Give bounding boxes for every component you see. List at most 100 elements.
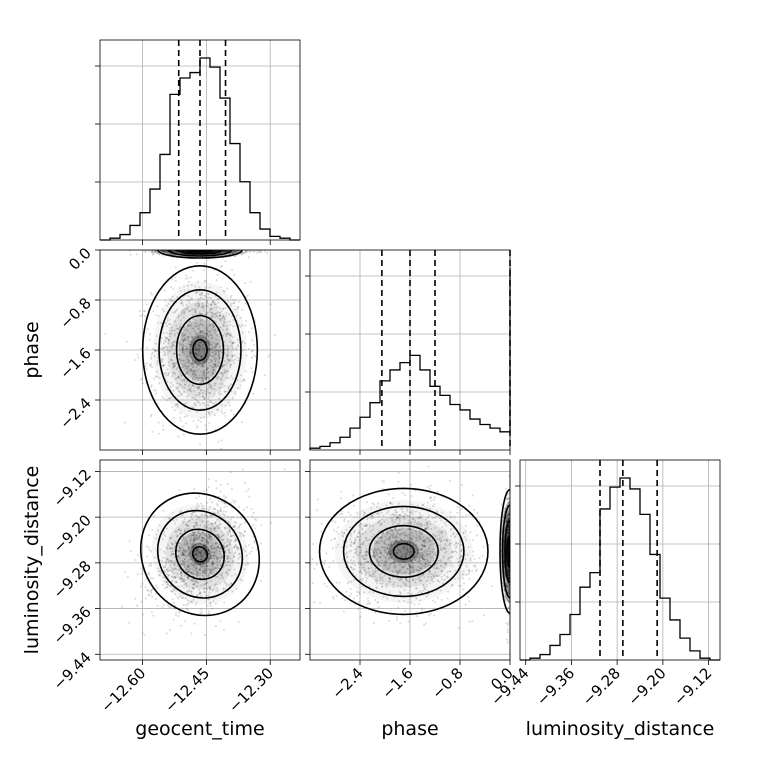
sample-point (214, 522, 217, 525)
sample-point (244, 530, 247, 533)
sample-point (373, 539, 376, 542)
sample-point (227, 551, 230, 554)
sample-point (202, 519, 205, 522)
sample-point (352, 568, 355, 571)
sample-point (426, 550, 429, 553)
sample-point (455, 542, 458, 545)
sample-point (443, 548, 446, 551)
sample-point (177, 251, 180, 254)
sample-point (222, 320, 225, 323)
sample-point (194, 554, 197, 557)
sample-point (187, 525, 190, 528)
sample-point (200, 515, 203, 518)
sample-point (227, 555, 230, 558)
sample-point (190, 590, 193, 593)
sample-point (201, 304, 204, 307)
sample-point (194, 397, 197, 400)
sample-point (464, 530, 467, 533)
sample-point (269, 353, 272, 356)
sample-point (435, 574, 438, 577)
sample-point (200, 566, 203, 569)
sample-point (406, 544, 409, 547)
sample-point (182, 553, 185, 556)
sample-point (220, 392, 223, 395)
sample-point (424, 528, 427, 531)
sample-point (210, 536, 213, 539)
sample-point (354, 539, 357, 542)
sample-point (187, 553, 190, 556)
sample-point (363, 562, 366, 565)
sample-point (464, 603, 467, 606)
sample-point (249, 280, 252, 283)
sample-point (407, 521, 410, 524)
sample-point (430, 579, 433, 582)
sample-point (229, 518, 232, 521)
sample-point (427, 546, 430, 549)
sample-point (171, 552, 174, 555)
sample-point (209, 569, 212, 572)
sample-point (426, 501, 429, 504)
sample-point (189, 324, 192, 327)
sample-point (357, 531, 360, 534)
sample-point (208, 537, 211, 540)
sample-point (187, 524, 190, 527)
sample-point (209, 308, 212, 311)
sample-point (181, 363, 184, 366)
sample-point (224, 564, 227, 567)
sample-point (229, 366, 232, 369)
sample-point (203, 397, 206, 400)
sample-point (188, 324, 191, 327)
sample-point (198, 392, 201, 395)
sample-point (150, 385, 153, 388)
sample-point (458, 556, 461, 559)
sample-point (436, 531, 439, 534)
sample-point (190, 507, 193, 510)
sample-point (188, 358, 191, 361)
sample-point (434, 554, 437, 557)
sample-point (211, 562, 214, 565)
sample-point (202, 544, 205, 547)
sample-point (160, 321, 163, 324)
sample-point (195, 568, 198, 571)
sample-point (206, 312, 209, 315)
sample-point (208, 571, 211, 574)
sample-point (416, 523, 419, 526)
sample-point (386, 530, 389, 533)
sample-point (215, 291, 218, 294)
sample-point (210, 340, 213, 343)
sample-point (259, 251, 262, 254)
sample-point (194, 352, 197, 355)
sample-point (186, 299, 189, 302)
sample-point (223, 317, 226, 320)
sample-point (213, 388, 216, 391)
sample-point (199, 420, 202, 423)
sample-point (215, 570, 218, 573)
sample-point (349, 514, 352, 517)
density-shade (178, 531, 222, 577)
sample-point (190, 534, 193, 537)
sample-point (429, 552, 432, 555)
sample-point (185, 527, 188, 530)
sample-point (180, 554, 183, 557)
sample-point (171, 575, 174, 578)
sample-point (222, 250, 225, 253)
sample-point (408, 580, 411, 583)
sample-point (148, 363, 151, 366)
sample-point (273, 334, 276, 337)
sample-point (191, 361, 194, 364)
sample-point (445, 562, 448, 565)
sample-point (165, 632, 168, 635)
sample-point (184, 544, 187, 547)
sample-point (203, 533, 206, 536)
sample-point (398, 569, 401, 572)
sample-point (153, 515, 156, 518)
histogram-geocent_time (95, 39, 301, 241)
sample-point (173, 344, 176, 347)
sample-point (180, 596, 183, 599)
sample-point (220, 349, 223, 352)
sample-point (396, 516, 399, 519)
sample-point (140, 347, 143, 350)
sample-point (441, 582, 444, 585)
sample-point (363, 568, 366, 571)
sample-point (123, 421, 126, 424)
